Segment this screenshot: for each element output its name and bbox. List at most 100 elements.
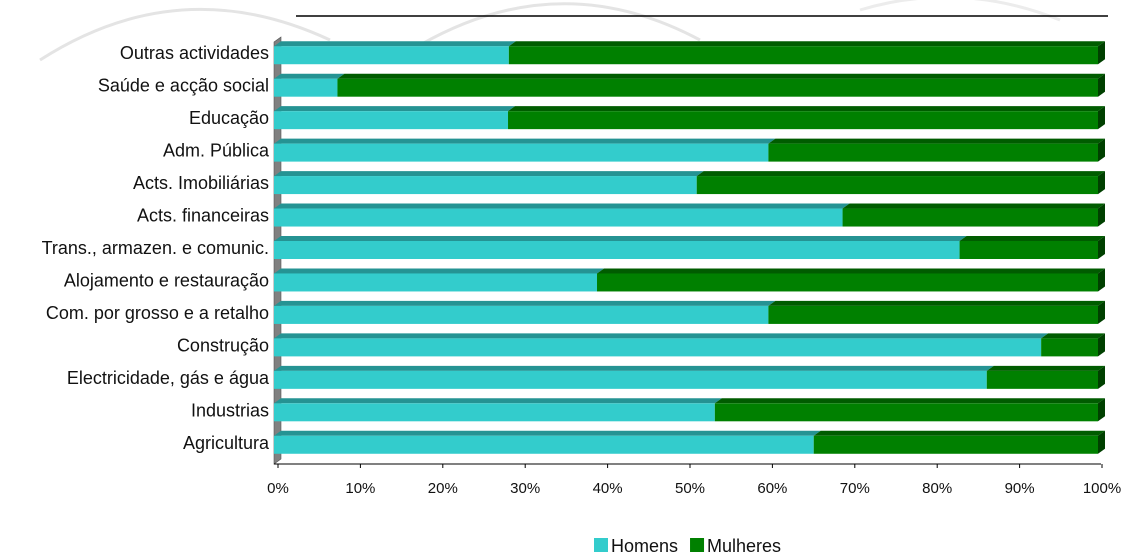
category-label: Acts. Imobiliárias xyxy=(133,173,269,193)
bar-segment-homens xyxy=(274,78,338,97)
bar-segment-top xyxy=(274,73,345,79)
bar-segment-top xyxy=(986,365,1105,371)
category-label: Agricultura xyxy=(183,433,270,453)
x-tick-label: 80% xyxy=(922,480,952,497)
bar-segment-side xyxy=(1098,398,1105,422)
bar-segment-top xyxy=(696,171,1105,177)
bar-segment-top xyxy=(842,203,1105,209)
category-label: Electricidade, gás e água xyxy=(67,368,270,388)
bar-segment-homens xyxy=(274,241,960,259)
category-label: Outras actividades xyxy=(120,43,269,63)
bar-segment-top xyxy=(274,300,776,306)
watermark-arc xyxy=(419,2,701,47)
bar-segment-top xyxy=(274,171,704,177)
bar-segment-side xyxy=(1098,106,1105,130)
bar-segment-top xyxy=(274,398,722,404)
bar-segment-side xyxy=(1098,138,1105,162)
bar-segment-top xyxy=(768,138,1105,144)
x-tick-label: 20% xyxy=(428,480,458,497)
x-tick-label: 70% xyxy=(840,480,870,497)
watermark-arc xyxy=(39,7,331,62)
bar-segment-side xyxy=(1098,430,1105,454)
x-tick-labels: 0% 10% 20% 30% 40% 50% 60% 70% 80% 90% 100% xyxy=(267,464,1121,497)
bar-segment-mulheres xyxy=(813,435,1098,454)
x-tick-label: 30% xyxy=(510,480,540,497)
bar-segment-side xyxy=(1098,73,1105,97)
category-label: Trans., armazen. e comunic. xyxy=(42,238,269,258)
bar-segment-top xyxy=(508,106,1105,112)
bar-segment-side xyxy=(1098,203,1105,227)
bar-segment-mulheres xyxy=(842,208,1098,227)
bar-segment-homens xyxy=(274,403,715,422)
bar-segment-homens xyxy=(274,305,769,324)
category-label: Adm. Pública xyxy=(163,141,270,161)
bar-segment-top xyxy=(959,236,1105,241)
bar-segment-top xyxy=(274,138,776,144)
bar-segment-side xyxy=(1098,333,1105,357)
bar-segment-top xyxy=(714,398,1105,404)
bar-segment-mulheres xyxy=(714,403,1098,422)
x-tick-label: 40% xyxy=(593,480,623,497)
bar-segment-side xyxy=(1098,236,1105,259)
bar-segment-top xyxy=(274,236,967,241)
bar-segment-top xyxy=(274,41,516,47)
bar-segment-mulheres xyxy=(768,143,1098,162)
bar-segment-homens xyxy=(274,338,1042,357)
category-label: Com. por grosso e a retalho xyxy=(46,303,269,323)
legend-swatch xyxy=(690,538,705,552)
bar-segment-mulheres xyxy=(1041,338,1098,357)
x-tick-label: 10% xyxy=(345,480,375,497)
bar-segment-mulheres xyxy=(768,305,1098,324)
x-tick-label: 60% xyxy=(757,480,787,497)
legend-label: Mulheres xyxy=(707,536,781,556)
bar-segment-top xyxy=(508,41,1106,47)
watermark xyxy=(39,0,1061,62)
category-label: Industrias xyxy=(191,400,269,420)
legend-label: Homens xyxy=(611,536,678,556)
bar-segment-top xyxy=(813,430,1105,436)
x-tick-label: 90% xyxy=(1005,480,1035,497)
bar-segment-mulheres xyxy=(508,46,1099,65)
watermark-arc xyxy=(859,0,1061,22)
bar-segment-top xyxy=(597,268,1105,274)
bar-segment-mulheres xyxy=(508,111,1098,130)
bar-segment-mulheres xyxy=(337,78,1098,97)
category-label: Construção xyxy=(177,335,269,355)
x-tick-label: 0% xyxy=(267,480,289,497)
bar-segment-top xyxy=(274,106,516,112)
bar-segment-homens xyxy=(274,370,987,389)
bar-segment-top xyxy=(274,268,605,274)
bar-segment-top xyxy=(274,430,821,436)
x-tick-label: 100% xyxy=(1083,480,1121,497)
bar-segment-side xyxy=(1098,268,1105,292)
bar-segment-top xyxy=(768,300,1105,306)
bar-segment-homens xyxy=(274,111,509,130)
category-label: Educação xyxy=(189,108,269,128)
bar-segment-homens xyxy=(274,273,598,292)
bar-segment-side xyxy=(1098,41,1105,65)
x-tick-label: 50% xyxy=(675,480,705,497)
bar-segment-side xyxy=(1098,300,1105,324)
bar-segment-top xyxy=(274,365,994,371)
bar-segment-homens xyxy=(274,143,769,162)
bar-segment-homens xyxy=(274,176,697,195)
bar-segment-homens xyxy=(274,435,814,454)
bar-segment-top xyxy=(337,73,1105,79)
legend: Homens Mulheres xyxy=(594,536,781,556)
bar-segment-top xyxy=(274,333,1049,339)
bar-segment-mulheres xyxy=(959,241,1098,259)
bar-segment-mulheres xyxy=(597,273,1098,292)
bar-segment-side xyxy=(1098,365,1105,389)
bar-segment-homens xyxy=(274,46,509,65)
bar-segment-mulheres xyxy=(696,176,1098,195)
category-label: Alojamento e restauração xyxy=(64,270,269,290)
bar-segment-top xyxy=(1041,333,1105,339)
bars-layer xyxy=(274,41,1106,454)
bar-segment-top xyxy=(274,203,850,209)
legend-swatch xyxy=(594,538,608,552)
category-label: Saúde e acção social xyxy=(98,76,269,96)
category-label: Acts. financeiras xyxy=(137,206,269,226)
bar-segment-homens xyxy=(274,208,843,227)
bar-segment-mulheres xyxy=(986,370,1098,389)
